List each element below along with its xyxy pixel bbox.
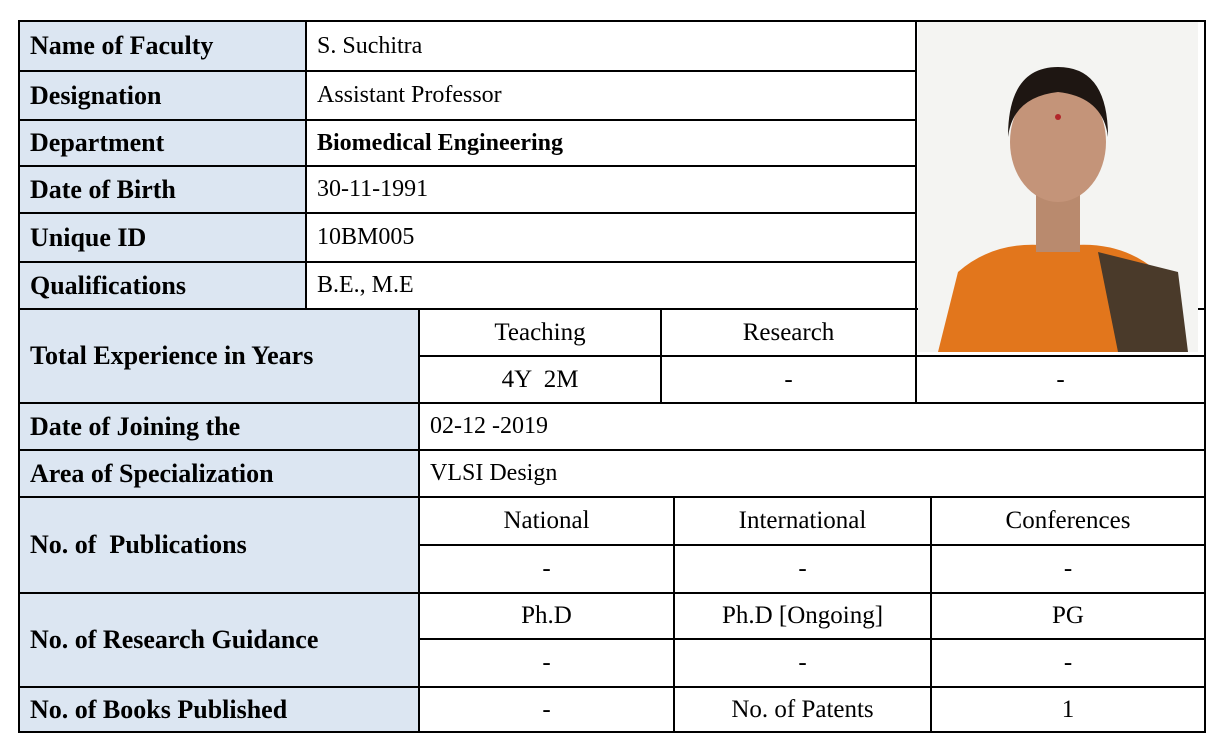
column-value: 4Y 2M	[418, 355, 662, 404]
column-header: Conferences	[930, 496, 1206, 546]
field-label: Unique ID	[18, 212, 307, 263]
faculty-photo	[918, 22, 1198, 352]
field-value: Assistant Professor	[305, 70, 917, 121]
column-header: Research	[660, 308, 917, 357]
column-value: -	[673, 544, 932, 594]
hair	[1008, 67, 1108, 137]
field-label: Qualifications	[18, 261, 307, 310]
column-value: -	[915, 355, 1206, 404]
field-value: Biomedical Engineering	[305, 119, 917, 167]
field-value: -	[418, 686, 675, 733]
field-value: 1	[930, 686, 1206, 733]
field-value: B.E., M.E	[305, 261, 917, 310]
column-value: -	[930, 544, 1206, 594]
field-value: 30-11-1991	[305, 165, 917, 214]
column-header: Ph.D	[418, 592, 675, 640]
field-label: Designation	[18, 70, 307, 121]
section-label: No. of Publications	[18, 496, 420, 594]
field-value: S. Suchitra	[305, 20, 917, 72]
field-label: No. of Books Published	[18, 686, 420, 733]
column-value: -	[673, 638, 932, 688]
field-value: 02-12 -2019	[418, 402, 1206, 451]
column-header: Teaching	[418, 308, 662, 357]
face	[1010, 82, 1106, 202]
column-value: -	[930, 638, 1206, 688]
field-label: Department	[18, 119, 307, 167]
field-label-plain: No. of Patents	[673, 686, 932, 733]
column-header: PG	[930, 592, 1206, 640]
saree-border	[1098, 252, 1188, 352]
section-label: No. of Research Guidance	[18, 592, 420, 688]
field-label: Date of Birth	[18, 165, 307, 214]
section-label: Total Experience in Years	[18, 308, 420, 404]
column-header: National	[418, 496, 675, 546]
column-value: -	[418, 544, 675, 594]
field-value: VLSI Design	[418, 449, 1206, 498]
field-label: Date of Joining the	[18, 402, 420, 451]
column-header: International	[673, 496, 932, 546]
field-label: Area of Specialization	[18, 449, 420, 498]
column-header: Ph.D [Ongoing]	[673, 592, 932, 640]
column-value: -	[660, 355, 917, 404]
column-value: -	[418, 638, 675, 688]
field-value: 10BM005	[305, 212, 917, 263]
field-label: Name of Faculty	[18, 20, 307, 72]
bindi	[1055, 114, 1061, 120]
